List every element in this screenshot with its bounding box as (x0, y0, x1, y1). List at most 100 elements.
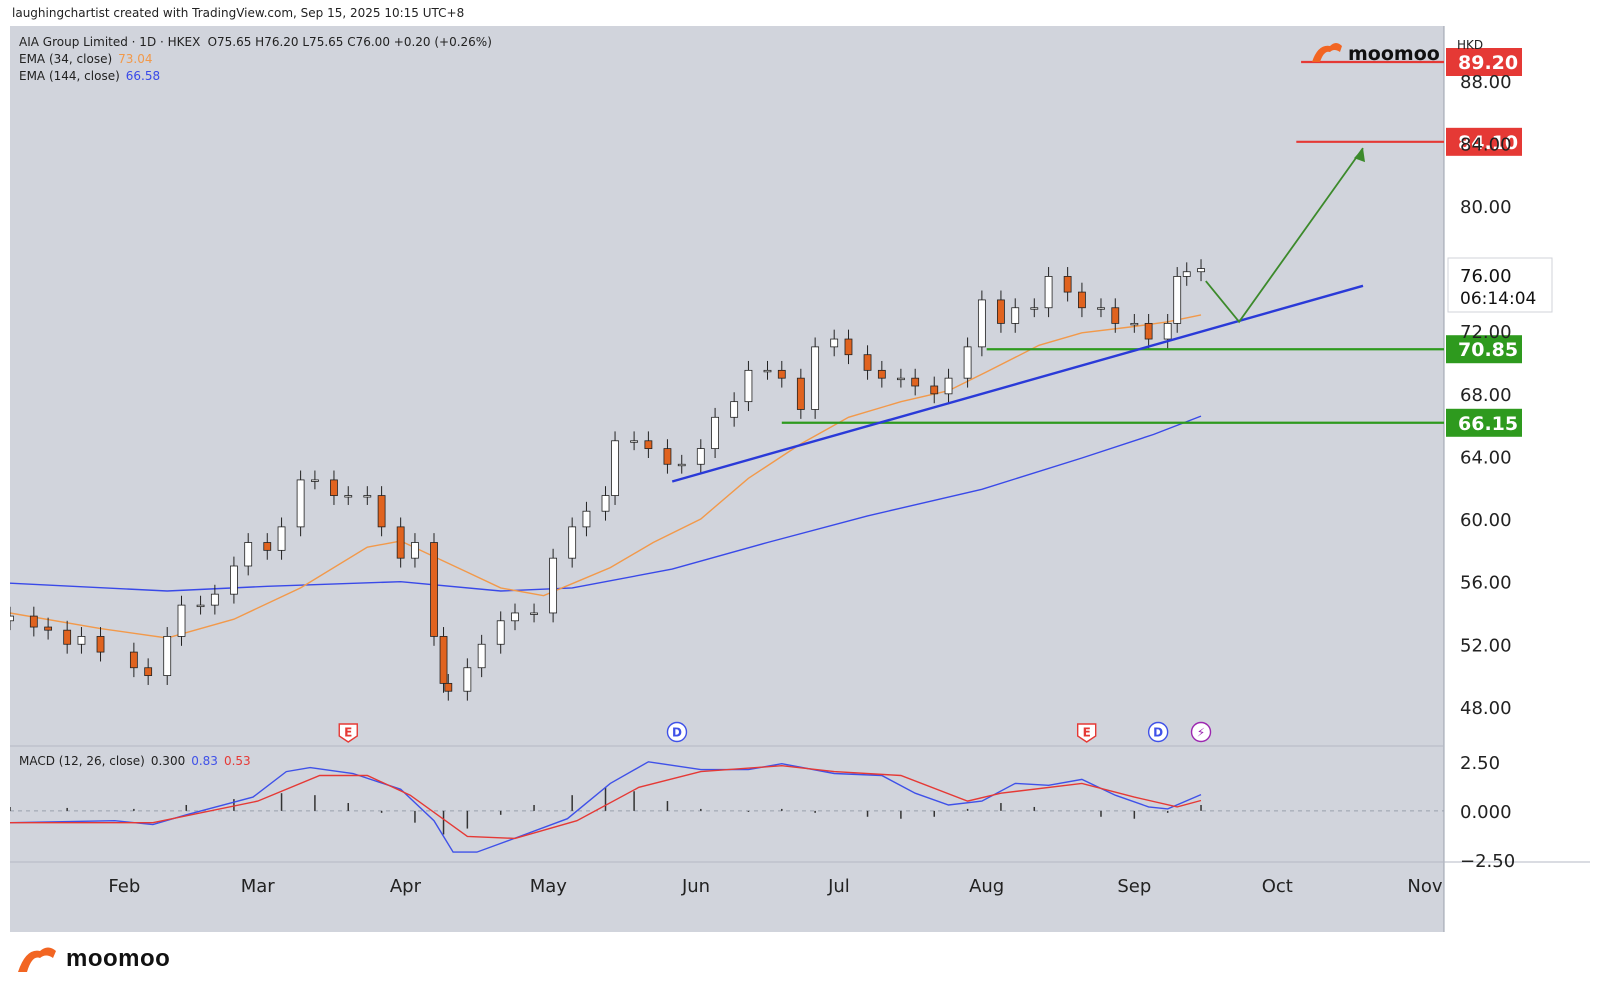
event-label: E (344, 726, 352, 740)
candle-body (44, 626, 53, 631)
price-tick-label: 56.00 (1460, 573, 1512, 594)
last-price: 76.00 (1460, 266, 1512, 287)
candle (1097, 298, 1105, 318)
candle (963, 337, 972, 388)
candle (196, 595, 205, 615)
candle (77, 627, 86, 654)
candle (1144, 314, 1153, 349)
price-chart[interactable]: 89.20 84.10 70.85 66.15 E D E D ⚡ 88.00 84.00 80.… (6, 26, 1590, 932)
candle-body (1078, 291, 1086, 309)
macd-pane (9, 761, 1444, 853)
price-tick-label: 60.00 (1460, 510, 1512, 531)
moomoo-logo-icon (1312, 43, 1342, 62)
candle-body (311, 479, 319, 482)
candle-body (344, 495, 353, 498)
candle-body (777, 369, 786, 379)
candle (1030, 298, 1039, 318)
candle-body (1197, 268, 1205, 273)
candle (644, 431, 653, 458)
candle-body (730, 401, 739, 418)
event-label: E (1083, 726, 1091, 740)
candle (844, 329, 853, 365)
candle (911, 368, 920, 396)
countdown: 06:14:04 (1460, 289, 1536, 309)
level-tag (1446, 127, 1522, 156)
candle-body (1011, 307, 1020, 324)
candle-body (1030, 307, 1039, 310)
event-marker: D (666, 721, 688, 743)
candle (129, 642, 138, 678)
candle (601, 486, 610, 521)
candle-body (196, 604, 205, 608)
candle-body (1144, 322, 1153, 340)
candle (430, 533, 438, 646)
candle (896, 368, 905, 388)
time-tick-label: Feb (108, 876, 140, 897)
time-tick-label: Apr (390, 876, 422, 897)
candle (549, 548, 558, 623)
moomoo-icon (18, 947, 56, 972)
candle-body (1111, 307, 1120, 324)
event-label: D (672, 726, 682, 740)
legend-macd: MACD (12, 26, close) 0.300 0.83 0.53 (19, 754, 251, 768)
horizontal-levels: 89.20 84.10 70.85 66.15 (781, 48, 1522, 437)
candle-body (763, 369, 772, 373)
candle (363, 486, 372, 505)
candle-body (877, 369, 886, 379)
candle (630, 431, 638, 451)
candle (663, 439, 672, 474)
price-tick-label: 68.00 (1460, 385, 1512, 406)
arrow-path (1205, 147, 1364, 324)
candles (6, 259, 1205, 701)
event-label: ⚡ (1197, 726, 1205, 740)
price-tick-label: 64.00 (1460, 447, 1512, 468)
chart-credit: laughingchartist created with TradingVie… (12, 6, 465, 20)
candle (763, 360, 772, 380)
candle-body (963, 346, 972, 379)
candle-body (511, 612, 519, 622)
candle-body (411, 542, 419, 559)
level-tag (1446, 335, 1522, 364)
candle-body (77, 636, 86, 645)
candle (530, 603, 538, 623)
legend-ema144: EMA (144, close) 66.58 (19, 69, 160, 83)
candle-body (210, 593, 219, 606)
time-axis-background (10, 862, 1444, 932)
candle (1197, 259, 1205, 282)
price-tick-label: 48.00 (1460, 698, 1512, 719)
bottom-logo-text: moomoo (66, 945, 171, 972)
candle (696, 439, 705, 474)
level-label: 89.20 (1458, 52, 1518, 74)
candle-body (582, 510, 591, 528)
price-axis-background (1444, 26, 1590, 932)
candle (439, 627, 448, 693)
candle (477, 634, 486, 678)
candle-body (263, 542, 272, 551)
candle-body (911, 377, 920, 387)
event-markers: E D E D ⚡ (338, 721, 1212, 743)
price-tick-label: 52.00 (1460, 635, 1512, 656)
candle (63, 620, 72, 654)
candle-body (439, 636, 448, 684)
candle (1111, 298, 1120, 333)
candle (944, 368, 953, 404)
time-tick-label: Aug (969, 876, 1004, 897)
candle (330, 470, 338, 505)
candle (711, 407, 719, 458)
candle-body (696, 448, 705, 465)
ema144-path (9, 415, 1202, 592)
level-label: 66.15 (1458, 413, 1518, 435)
macd-line (9, 761, 1202, 853)
candle-body (396, 526, 405, 559)
candle (177, 595, 186, 646)
candle-body (1130, 322, 1139, 326)
level-label: 84.10 (1458, 132, 1518, 154)
candle-body (463, 667, 472, 692)
candle-body (129, 651, 138, 669)
candle (930, 376, 939, 404)
candle (677, 454, 686, 474)
candle (1011, 298, 1020, 333)
legend-ema34: EMA (34, close) 73.04 (19, 52, 153, 66)
candle-body (944, 377, 953, 395)
event-badge (1076, 723, 1097, 743)
